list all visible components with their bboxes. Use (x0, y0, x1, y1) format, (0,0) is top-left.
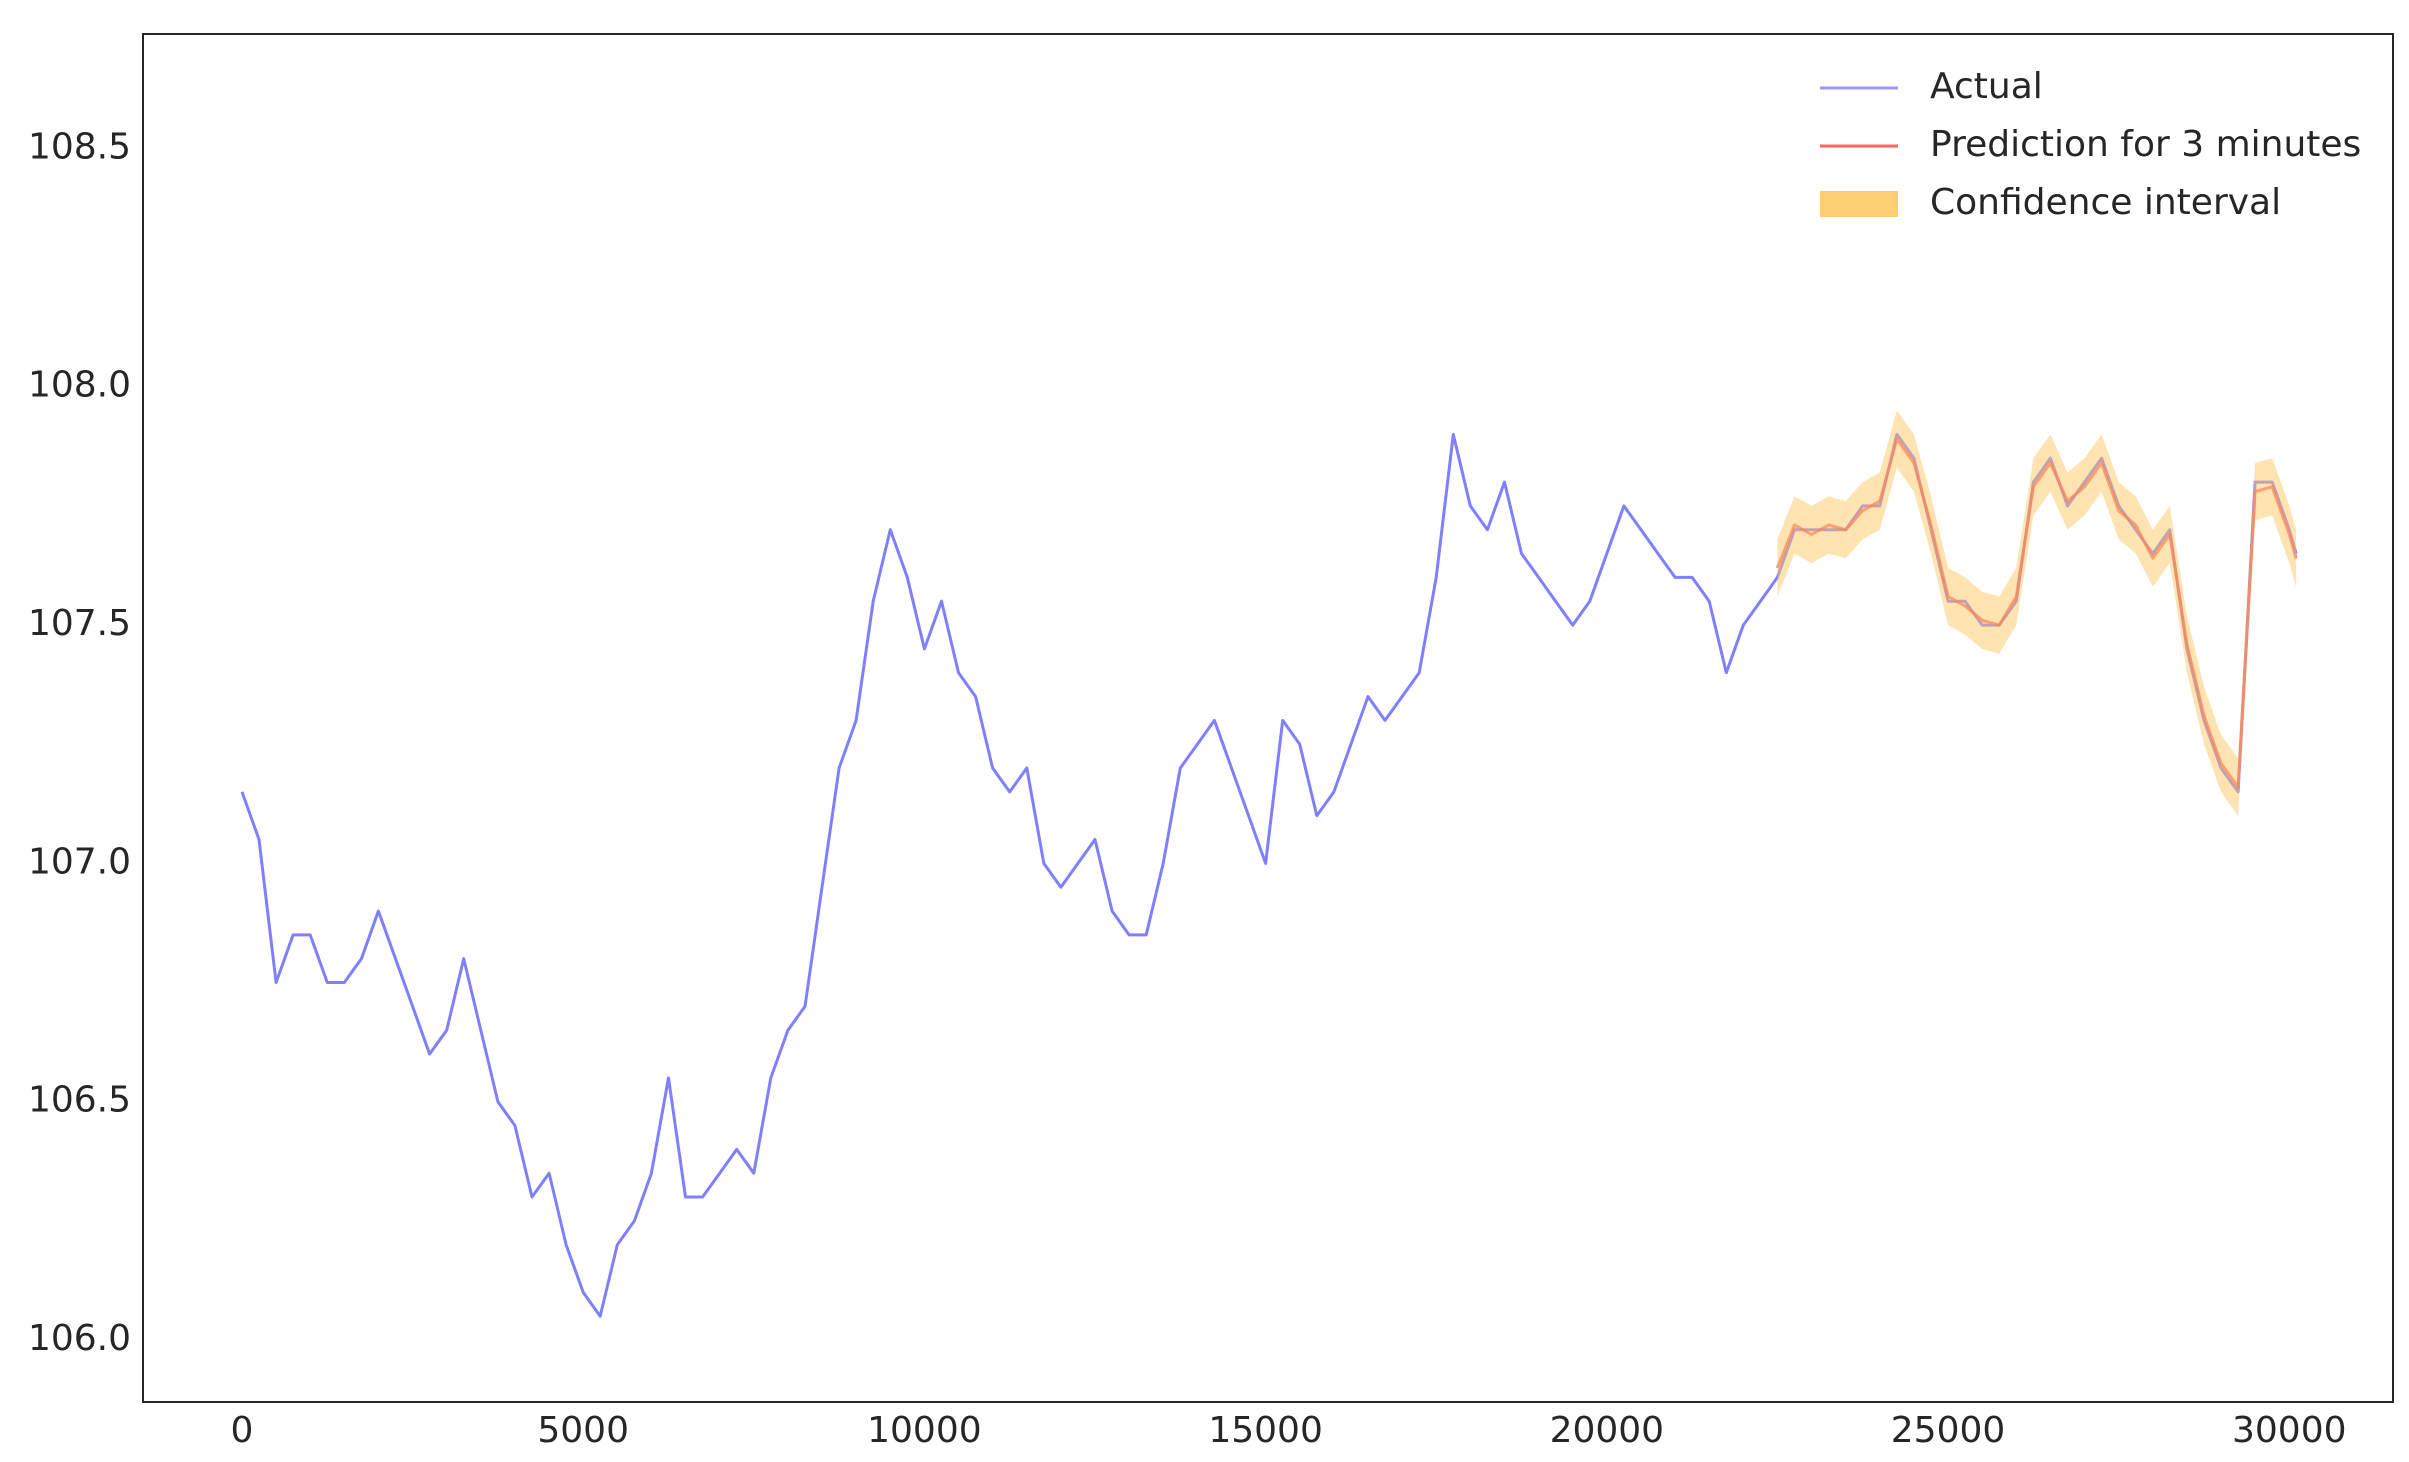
x-tick-label: 25000 (1891, 1410, 2006, 1451)
confidence-band (1777, 410, 2297, 816)
y-tick-label: 108.5 (28, 126, 131, 167)
y-tick-label: 106.0 (28, 1318, 131, 1359)
x-tick-label: 5000 (537, 1410, 629, 1451)
legend-swatch (1820, 191, 1898, 217)
plot-frame (142, 33, 2394, 1403)
y-tick-label: 108.0 (28, 365, 131, 406)
x-tick-label: 30000 (2232, 1410, 2347, 1451)
y-tick-label: 106.5 (28, 1080, 131, 1121)
legend-label: Confidence interval (1930, 182, 2281, 223)
legend-label: Prediction for 3 minutes (1930, 124, 2361, 165)
y-tick-label: 107.0 (28, 841, 131, 882)
x-tick-label: 0 (231, 1410, 254, 1451)
x-tick-label: 15000 (1208, 1410, 1323, 1451)
x-tick-label: 20000 (1550, 1410, 1665, 1451)
legend-label: Actual (1930, 66, 2043, 107)
x-tick-label: 10000 (867, 1410, 982, 1451)
y-tick-label: 107.5 (28, 603, 131, 644)
